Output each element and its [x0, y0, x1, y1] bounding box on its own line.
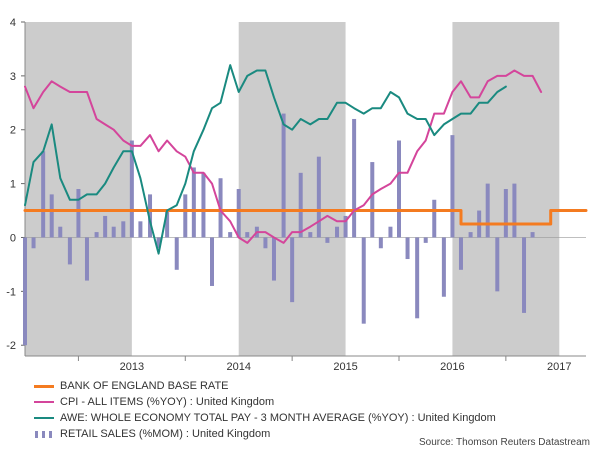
x-tick-label: 2017 — [547, 361, 571, 373]
retail-bar-54 — [503, 189, 508, 238]
retail-bar-16 — [165, 210, 170, 238]
y-tick-label: 4 — [10, 17, 16, 29]
retail-bar-14 — [148, 194, 153, 238]
retail-bar-2 — [41, 151, 46, 238]
retail-bar-17 — [174, 237, 179, 270]
retail-bar-4 — [58, 226, 63, 238]
retail-bar-46 — [432, 199, 437, 238]
retail-bar-44 — [415, 237, 420, 319]
retail-bar-11 — [121, 221, 126, 238]
legend-item-base-rate: BANK OF ENGLAND BASE RATE — [34, 379, 594, 393]
awe-swatch — [34, 411, 54, 425]
retail-bar-3 — [49, 194, 54, 238]
x-tick-label: 2014 — [226, 361, 250, 373]
cpi-swatch — [34, 395, 54, 409]
x-tick-label: 2016 — [440, 361, 464, 373]
retail-bar-42 — [397, 140, 401, 238]
retail-bar-12 — [129, 140, 134, 238]
retail-bar-39 — [370, 162, 375, 238]
awe-line — [24, 64, 507, 255]
legend-label-base-rate: BANK OF ENGLAND BASE RATE — [60, 380, 229, 392]
x-tick-label: 2013 — [120, 361, 144, 373]
retail-bar-10 — [111, 226, 116, 238]
retail-bar-9 — [103, 215, 108, 238]
retail-bar-28 — [271, 237, 276, 281]
retail-bar-6 — [76, 189, 81, 238]
retail-bar-38 — [361, 237, 366, 324]
retail-bar-0 — [23, 237, 27, 346]
retail-bar-20 — [201, 172, 206, 238]
retail-bar-48 — [450, 135, 455, 238]
retail-bar-1 — [31, 237, 36, 249]
retail-bar-24 — [236, 189, 241, 238]
base-rate-swatch — [34, 379, 54, 393]
retail-bar-45 — [423, 237, 428, 243]
retail-bar-29 — [281, 113, 286, 238]
retail-bar-37 — [352, 118, 357, 238]
retail-bar-56 — [522, 237, 527, 313]
legend-item-cpi: CPI - ALL ITEMS (%YOY) : United Kingdom — [34, 395, 594, 409]
retail-bar-41 — [388, 226, 393, 238]
retail-bar-47 — [441, 237, 446, 297]
retail-bar-36 — [343, 215, 348, 238]
retail-bar-7 — [84, 237, 89, 281]
legend-label-retail: RETAIL SALES (%MOM) : United Kingdom — [60, 428, 271, 440]
retail-bar-53 — [495, 237, 500, 292]
legend-item-retail: RETAIL SALES (%MOM) : United Kingdom — [34, 427, 594, 441]
retail-bar-57 — [530, 232, 535, 238]
retail-bar-43 — [405, 237, 410, 260]
y-tick-label: -2 — [6, 340, 16, 352]
retail-bar-50 — [468, 232, 473, 238]
legend-item-awe: AWE: WHOLE ECONOMY TOTAL PAY - 3 MONTH A… — [34, 411, 594, 425]
x-tick-label: 2015 — [333, 361, 357, 373]
retail-bar-31 — [298, 172, 303, 238]
legend-label-awe: AWE: WHOLE ECONOMY TOTAL PAY - 3 MONTH A… — [60, 412, 496, 424]
retail-bar-23 — [228, 232, 233, 238]
retail-bar-35 — [335, 226, 340, 238]
y-tick-label: 3 — [10, 71, 16, 83]
cpi-line — [24, 69, 543, 244]
retail-bar-15 — [156, 237, 161, 249]
retail-bar-52 — [485, 183, 490, 238]
y-tick-label: 1 — [10, 179, 16, 191]
retail-bar-25 — [245, 232, 250, 238]
retail-bar-27 — [263, 237, 268, 249]
retail-bar-8 — [94, 232, 99, 238]
source-note: Source: Thomson Reuters Datastream — [418, 437, 590, 448]
y-tick-label: 0 — [10, 232, 16, 244]
retail-bar-49 — [458, 237, 463, 270]
retail-bar-55 — [512, 183, 517, 238]
retail-bar-33 — [316, 156, 321, 238]
retail-bar-18 — [183, 194, 188, 238]
retail-bar-5 — [67, 237, 72, 265]
retail-bar-32 — [308, 232, 313, 238]
legend-label-cpi: CPI - ALL ITEMS (%YOY) : United Kingdom — [60, 396, 275, 408]
retail-bar-13 — [138, 221, 143, 238]
legend: BANK OF ENGLAND BASE RATE CPI - ALL ITEM… — [34, 379, 594, 443]
retail-bar-34 — [325, 237, 330, 243]
y-tick-label: -1 — [6, 286, 16, 298]
chart: -2 -1 0 1 2 3 4 2013 2014 2015 2016 2017 — [6, 17, 588, 373]
base-rate-line — [23, 209, 588, 226]
retail-swatch — [34, 427, 54, 441]
retail-bar-30 — [290, 237, 295, 303]
retail-bar-40 — [378, 237, 383, 249]
retail-bar-21 — [210, 237, 214, 286]
retail-bar-19 — [191, 167, 196, 238]
y-tick-label: 2 — [10, 125, 16, 137]
